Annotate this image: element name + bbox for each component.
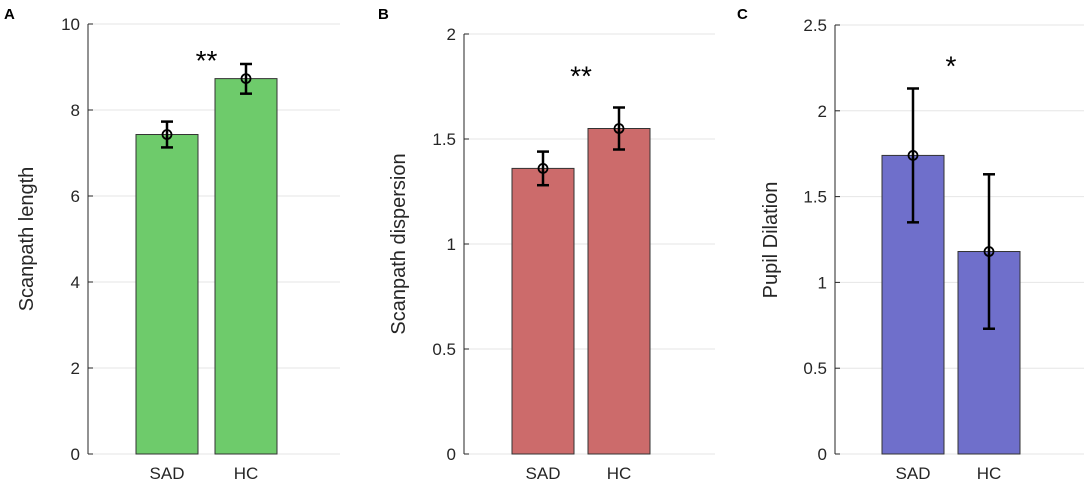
y-tick-label: 2.5 bbox=[803, 16, 827, 35]
panel-b: 0 0.5 1 1.5 2 SAD HC Scanpath dispersion B ** bbox=[378, 6, 715, 483]
x-tick-label: HC bbox=[234, 464, 259, 483]
mean-marker bbox=[983, 246, 995, 257]
y-tick-label: 1 bbox=[818, 273, 827, 292]
panel-b-significance: ** bbox=[570, 61, 592, 92]
panel-a-ylabel: Scanpath length bbox=[16, 167, 38, 312]
mean-marker bbox=[161, 129, 173, 140]
y-tick-label: 1.5 bbox=[432, 130, 456, 149]
y-tick-label: 8 bbox=[71, 101, 80, 120]
x-tick-label: SAD bbox=[896, 464, 931, 483]
mean-marker bbox=[907, 150, 919, 161]
panel-c-letter: C bbox=[737, 6, 748, 23]
bar-sad bbox=[135, 134, 199, 455]
panel-c-significance: * bbox=[946, 50, 957, 81]
y-tick-label: 0.5 bbox=[432, 340, 456, 359]
y-tick-label: 0 bbox=[447, 445, 456, 464]
y-tick-label: 6 bbox=[71, 187, 80, 206]
y-tick-label: 0 bbox=[818, 445, 827, 464]
mean-marker bbox=[240, 73, 252, 85]
x-tick-label: SAD bbox=[526, 464, 561, 483]
y-tick-label: 2 bbox=[447, 25, 456, 44]
y-tick-label: 1 bbox=[447, 235, 456, 254]
panel-c: 0 0.5 1 1.5 2 2.5 SAD HC Pupil Dilation C * bbox=[737, 6, 1084, 483]
panel-c-ylabel: Pupil Dilation bbox=[760, 182, 782, 299]
y-tick-label: 2 bbox=[71, 359, 80, 378]
mean-marker bbox=[613, 123, 625, 134]
bar-hc bbox=[587, 128, 651, 455]
bar-hc bbox=[214, 78, 278, 455]
x-tick-label: HC bbox=[607, 464, 632, 483]
y-tick-label: 2 bbox=[818, 102, 827, 121]
panel-a: 0 2 4 6 8 10 SAD HC Scanpath length A ** bbox=[4, 6, 340, 483]
x-tick-label: SAD bbox=[150, 464, 185, 483]
panel-a-letter: A bbox=[4, 6, 15, 23]
y-tick-label: 4 bbox=[71, 273, 80, 292]
y-tick-label: 0.5 bbox=[803, 359, 827, 378]
panel-a-significance: ** bbox=[196, 45, 218, 76]
bar-sad bbox=[511, 167, 575, 455]
y-tick-label: 1.5 bbox=[803, 188, 827, 207]
mean-marker bbox=[537, 162, 549, 174]
y-tick-label: 0 bbox=[71, 445, 80, 464]
panel-b-ylabel: Scanpath dispersion bbox=[388, 153, 410, 334]
y-tick-label: 10 bbox=[61, 15, 80, 34]
panel-b-letter: B bbox=[378, 6, 389, 23]
x-tick-label: HC bbox=[977, 464, 1002, 483]
